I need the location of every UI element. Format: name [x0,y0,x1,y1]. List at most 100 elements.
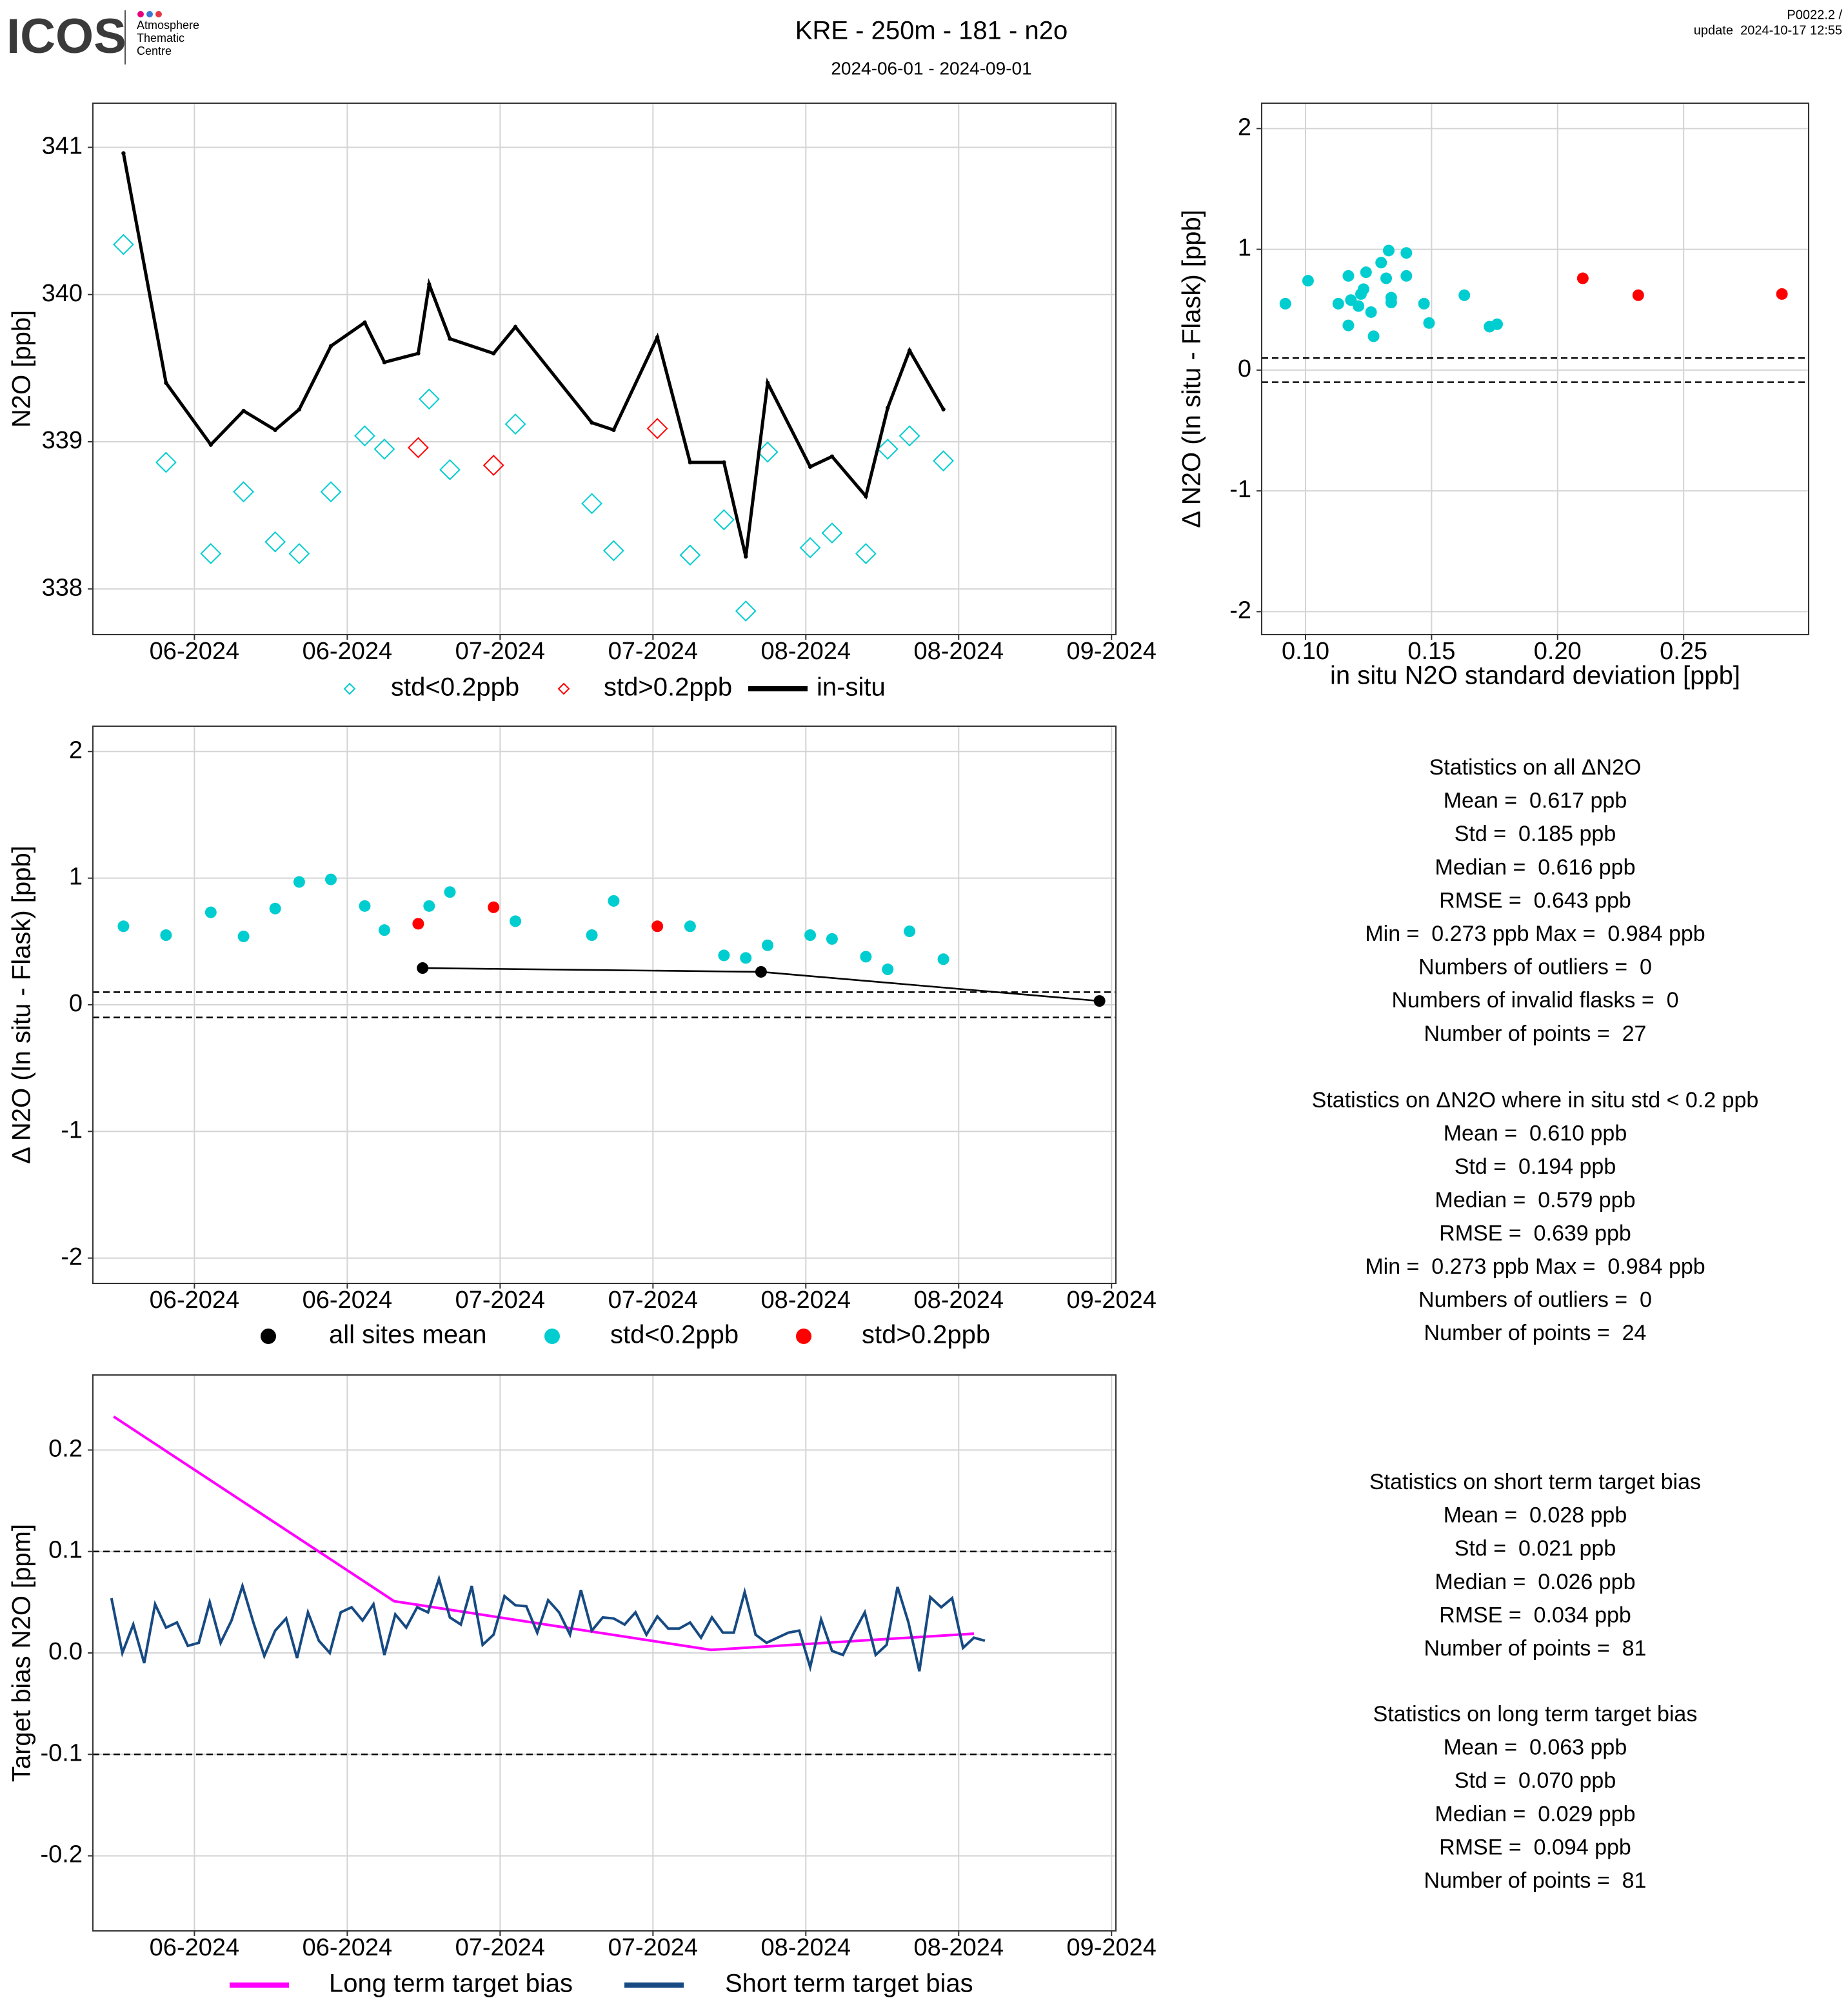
point [1360,266,1372,279]
stats-line: Number of points = 81 [1424,1636,1647,1661]
legend-label: in-situ [817,673,886,702]
stats-line: RMSE = 0.094 ppb [1439,1835,1631,1859]
stats-line: Median = 0.616 ppb [1435,855,1636,880]
legend-swatch [544,1329,560,1344]
point [427,282,432,286]
title: KRE - 250m - 181 - n2o [795,17,1068,45]
stats-line: Std = 0.070 ppb [1455,1768,1616,1793]
point [740,952,752,964]
point [1382,244,1395,257]
y-axis-label: Δ N2O (In situ - Flask) [ppb] [1178,210,1206,528]
stats-line: Number of points = 81 [1424,1868,1647,1893]
point [886,406,890,410]
point [937,953,949,965]
point [1367,330,1380,342]
point [1342,319,1355,331]
point [293,876,305,888]
x-tick-label: 08-2024 [914,638,1004,665]
legend-label: std>0.2ppb [862,1321,990,1349]
x-tick-label: 07-2024 [608,1287,698,1314]
y-tick-label: 0 [1238,355,1251,382]
point [808,464,813,469]
point [655,335,660,340]
flask-marker [439,459,461,480]
stats-line: Median = 0.579 ppb [1435,1188,1636,1212]
legend-label: Long term target bias [329,1970,573,1998]
x-tick-label: 09-2024 [1066,1934,1156,1961]
point [444,886,456,898]
point [1385,292,1397,304]
flask-marker [407,437,429,459]
stats-line: Median = 0.026 ppb [1435,1570,1636,1594]
point [417,962,429,974]
logo-dot [137,11,144,17]
stats-line: Mean = 0.028 ppb [1444,1503,1627,1528]
x-tick-label: 08-2024 [761,1934,851,1961]
legend-swatch [261,1329,276,1344]
y-tick-label: 338 [42,574,83,601]
y-tick-label: 0.1 [48,1537,83,1564]
point [688,460,693,465]
y-tick-label: 2 [69,737,83,764]
flask-marker [855,543,877,564]
y-tick-label: -1 [1229,476,1251,503]
flask-marker [320,481,342,503]
point [1353,300,1365,312]
x-tick-label: 06-2024 [150,1287,239,1314]
stats-title: Statistics on long term target bias [1373,1702,1698,1726]
x-tick-label: 0.20 [1534,638,1582,665]
flask-marker [877,438,899,460]
point [1357,283,1369,295]
point [491,351,496,356]
stats-line: Mean = 0.063 ppb [1444,1735,1627,1760]
y-tick-label: 0.0 [48,1638,83,1665]
point [755,965,767,978]
x-tick-label: 06-2024 [150,1934,239,1961]
x-axis-label: in situ N2O standard deviation [ppb] [1330,662,1740,690]
x-tick-label: 0.10 [1282,638,1329,665]
point [586,929,598,941]
y-tick-label: -2 [1229,597,1251,624]
stats-line: Numbers of outliers = 0 [1418,955,1652,980]
point [513,324,518,330]
point [1380,272,1393,284]
y-tick-label: -1 [61,1116,83,1143]
y-axis-label: Δ N2O (In situ - Flask) [ppb] [8,845,36,1164]
x-tick-label: 06-2024 [303,1287,392,1314]
flask-marker [646,418,668,439]
point [448,337,452,341]
stats-line: Min = 0.273 ppb Max = 0.984 ppb [1365,922,1705,946]
y-tick-label: 1 [1238,235,1251,262]
x-tick-label: 07-2024 [455,1287,545,1314]
legend-swatch [557,682,570,695]
logo-text: Atmosphere [137,19,199,32]
flask-marker [581,493,602,515]
point [1302,275,1314,287]
logo-text: Thematic [137,32,184,44]
subtitle: 2024-06-01 - 2024-09-01 [831,58,1031,78]
point [237,930,250,942]
logo-dot [155,11,162,17]
point [860,951,872,963]
y-tick-label: 339 [42,427,83,454]
x-tick-label: 0.25 [1660,638,1707,665]
point [611,428,616,432]
flask-marker [602,540,624,562]
y-tick-label: 1 [69,864,83,891]
point [488,901,500,913]
x-tick-label: 0.15 [1407,638,1455,665]
series-line [110,1574,986,1672]
stats-line: Mean = 0.617 ppb [1444,789,1627,813]
point [718,949,730,962]
legend-swatch [343,682,356,695]
point [412,918,424,930]
flask-marker [482,455,504,476]
point [1491,318,1503,330]
point [1365,306,1377,318]
update: update 2024-10-17 12:55 [1694,23,1842,37]
point [1418,297,1430,310]
point [762,939,774,951]
series-line [113,1415,975,1652]
